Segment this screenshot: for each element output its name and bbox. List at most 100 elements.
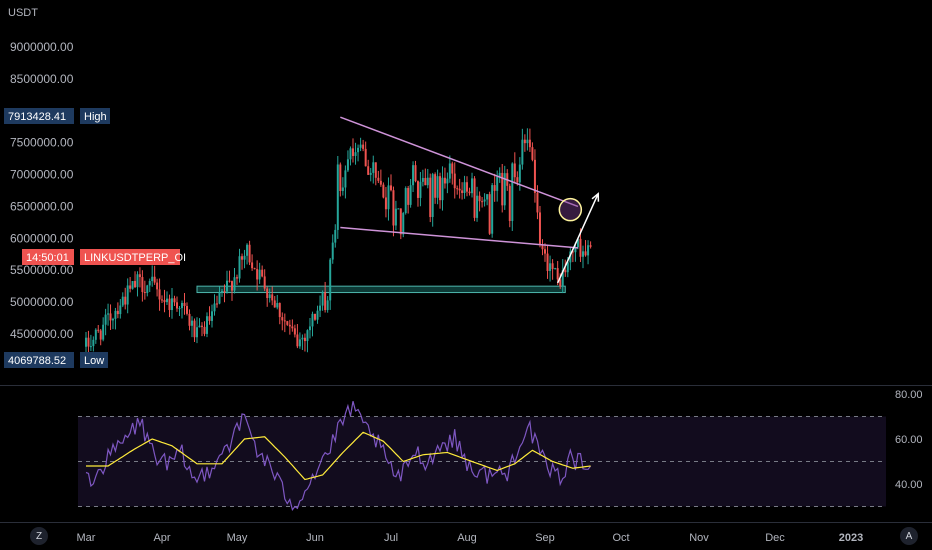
candle-body[interactable] bbox=[211, 311, 213, 321]
candle-body[interactable] bbox=[151, 276, 154, 282]
candle-body[interactable] bbox=[171, 298, 173, 310]
candle-body[interactable] bbox=[513, 163, 516, 178]
candle-body[interactable] bbox=[536, 192, 539, 213]
candle-body[interactable] bbox=[186, 305, 188, 314]
candle-body[interactable] bbox=[213, 303, 216, 312]
candle-body[interactable] bbox=[359, 144, 362, 148]
candle-body[interactable] bbox=[291, 326, 294, 329]
candle-body[interactable] bbox=[394, 208, 397, 226]
candle-body[interactable] bbox=[288, 324, 291, 327]
time-axis[interactable]: Mar Apr May Jun Jul Aug Sep Oct Nov Dec 2023 bbox=[77, 532, 864, 544]
candle-body[interactable] bbox=[314, 313, 316, 320]
candle-body[interactable] bbox=[579, 238, 582, 257]
candle-body[interactable] bbox=[131, 281, 134, 289]
candle-body[interactable] bbox=[316, 310, 319, 320]
candle-body[interactable] bbox=[364, 148, 367, 167]
candle-body[interactable] bbox=[463, 182, 466, 193]
candle-body[interactable] bbox=[246, 244, 249, 256]
candle-body[interactable] bbox=[293, 328, 296, 335]
circle-marker-group[interactable] bbox=[558, 197, 583, 222]
candle-body[interactable] bbox=[491, 185, 494, 234]
candle-body[interactable] bbox=[223, 291, 226, 293]
candle-body[interactable] bbox=[362, 144, 365, 149]
candle-body[interactable] bbox=[268, 294, 271, 299]
candle-body[interactable] bbox=[283, 320, 286, 322]
candle-body[interactable] bbox=[436, 176, 439, 198]
candle-body[interactable] bbox=[121, 296, 124, 306]
candle-body[interactable] bbox=[402, 213, 405, 235]
trend-lines[interactable] bbox=[340, 116, 600, 284]
candle-body[interactable] bbox=[107, 313, 110, 315]
candle-body[interactable] bbox=[258, 269, 261, 280]
candle-body[interactable] bbox=[298, 339, 301, 347]
candle-body[interactable] bbox=[326, 300, 329, 311]
candle-body[interactable] bbox=[518, 164, 521, 183]
candle-body[interactable] bbox=[176, 302, 178, 309]
candle-body[interactable] bbox=[109, 313, 112, 321]
candle-body[interactable] bbox=[251, 262, 254, 269]
candle-body[interactable] bbox=[126, 285, 129, 305]
candle-body[interactable] bbox=[146, 285, 149, 293]
candle-body[interactable] bbox=[498, 172, 501, 177]
candle-body[interactable] bbox=[321, 292, 324, 306]
candle-body[interactable] bbox=[434, 174, 437, 198]
candle-body[interactable] bbox=[528, 139, 531, 148]
candle-body[interactable] bbox=[346, 159, 349, 171]
candle-body[interactable] bbox=[116, 310, 119, 315]
candle-body[interactable] bbox=[344, 170, 347, 188]
trend-line[interactable] bbox=[340, 116, 579, 208]
candle-body[interactable] bbox=[384, 197, 387, 210]
candle-body[interactable] bbox=[248, 244, 251, 263]
candle-body[interactable] bbox=[238, 256, 241, 279]
candle-body[interactable] bbox=[341, 187, 344, 192]
candle-body[interactable] bbox=[466, 182, 468, 192]
left-scale-button[interactable]: Z bbox=[30, 527, 48, 545]
candle-body[interactable] bbox=[208, 316, 211, 321]
candle-body[interactable] bbox=[85, 337, 87, 347]
candle-body[interactable] bbox=[554, 268, 557, 270]
candle-body[interactable] bbox=[261, 269, 264, 277]
candle-body[interactable] bbox=[451, 163, 454, 174]
candle-body[interactable] bbox=[424, 177, 427, 186]
candle-body[interactable] bbox=[92, 339, 95, 347]
candle-body[interactable] bbox=[253, 268, 256, 270]
candle-body[interactable] bbox=[478, 195, 481, 202]
candle-body[interactable] bbox=[571, 251, 574, 253]
candle-body[interactable] bbox=[114, 310, 117, 319]
candle-body[interactable] bbox=[468, 191, 471, 194]
candle-body[interactable] bbox=[271, 294, 274, 301]
candle-body[interactable] bbox=[416, 181, 419, 198]
candles[interactable] bbox=[85, 128, 592, 354]
candle-body[interactable] bbox=[511, 163, 514, 222]
pane-separator[interactable] bbox=[0, 385, 932, 386]
candle-body[interactable] bbox=[546, 253, 549, 271]
candle-body[interactable] bbox=[409, 185, 412, 205]
candle-body[interactable] bbox=[156, 282, 159, 290]
rsi-pane[interactable]: 80.00 60.00 40.00 bbox=[78, 389, 923, 512]
candle-body[interactable] bbox=[296, 334, 299, 347]
candle-body[interactable] bbox=[124, 296, 127, 305]
candle-body[interactable] bbox=[153, 276, 156, 283]
candle-body[interactable] bbox=[89, 346, 92, 348]
candle-body[interactable] bbox=[266, 288, 269, 299]
candle-body[interactable] bbox=[561, 270, 564, 287]
candle-body[interactable] bbox=[193, 320, 196, 338]
candle-body[interactable] bbox=[404, 188, 407, 214]
candle-body[interactable] bbox=[134, 281, 137, 288]
candle-body[interactable] bbox=[306, 330, 309, 342]
candle-body[interactable] bbox=[339, 164, 342, 192]
candle-body[interactable] bbox=[241, 256, 244, 260]
candle-body[interactable] bbox=[516, 177, 519, 183]
candle-body[interactable] bbox=[456, 188, 459, 190]
candle-body[interactable] bbox=[556, 268, 559, 280]
candle-body[interactable] bbox=[276, 303, 279, 308]
candle-body[interactable] bbox=[367, 166, 370, 175]
candle-body[interactable] bbox=[461, 190, 464, 193]
candle-body[interactable] bbox=[87, 337, 90, 347]
candle-body[interactable] bbox=[493, 185, 496, 191]
candle-body[interactable] bbox=[441, 177, 444, 201]
candle-body[interactable] bbox=[349, 148, 352, 160]
candle-body[interactable] bbox=[382, 184, 385, 198]
candle-body[interactable] bbox=[549, 263, 552, 271]
candle-body[interactable] bbox=[203, 326, 206, 334]
